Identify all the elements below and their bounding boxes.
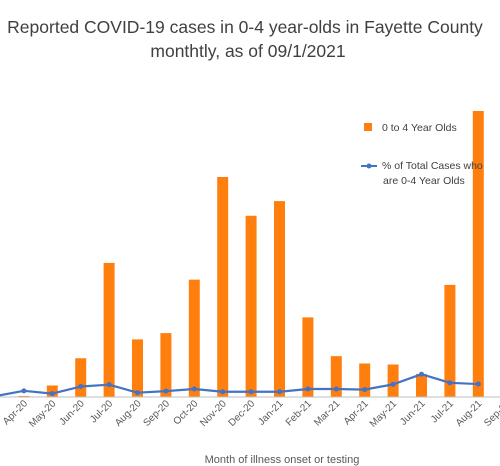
percent-point-Oct-20 (191, 386, 197, 392)
percent-point-May-20 (49, 391, 55, 397)
x-tick-Jun-21: Jun-21 (398, 398, 428, 428)
bar-Jun-20 (75, 358, 87, 397)
percent-point-Aug-21 (475, 381, 481, 387)
percent-point-Apr-21 (362, 387, 368, 393)
x-tick-Dec-20: Dec-20 (227, 398, 258, 429)
percent-point-Jul-21 (447, 380, 453, 386)
bar-Jun-21 (416, 373, 427, 397)
x-tick-Aug-20: Aug-20 (113, 398, 144, 429)
x-tick-Aug-21: Aug-21 (454, 398, 485, 429)
chart-title-line-2: monthtly, as of 09/1/2021 (150, 41, 345, 61)
percent-point-Feb-21 (305, 386, 311, 392)
bar-Oct-20 (188, 279, 200, 397)
bar-Nov-20 (217, 177, 229, 397)
legend-bar-swatch (364, 123, 372, 131)
percent-point-Mar-21 (333, 386, 339, 392)
x-tick-Nov-20: Nov-20 (198, 398, 229, 429)
percent-point-Dec-20 (248, 389, 254, 395)
bar-Feb-21 (302, 317, 314, 397)
bar-May-21 (387, 364, 399, 397)
percent-line (0, 373, 479, 397)
legend-bar-label: 0 to 4 Year Olds (382, 122, 457, 134)
x-tick-May-21: May-21 (368, 398, 400, 430)
bar-Mar-21 (330, 356, 342, 397)
x-tick-May-20: May-20 (27, 398, 59, 430)
line-series-group (0, 371, 481, 397)
chart-title-line-1: Reported COVID-19 cases in 0-4 year-olds… (7, 17, 483, 37)
bar-Apr-21 (359, 363, 371, 397)
percent-point-Jun-21 (419, 371, 424, 377)
bar-Dec-20 (245, 215, 257, 397)
bar-Apr-20 (18, 395, 30, 397)
x-tick-Jan-21: Jan-21 (256, 398, 286, 428)
x-tick-Mar-21: Mar-21 (312, 398, 342, 428)
x-tick-Feb-21: Feb-21 (284, 398, 314, 428)
legend: 0 to 4 Year Olds % of Total Cases who ar… (361, 122, 483, 187)
percent-point-Jul-20 (106, 382, 112, 388)
percent-point-May-21 (390, 381, 396, 387)
x-tick-Jul-21: Jul-21 (429, 398, 456, 425)
percent-point-Nov-20 (220, 389, 226, 395)
percent-point-Apr-20 (21, 388, 27, 394)
percent-point-Jan-21 (277, 389, 282, 395)
bar-Jan-21 (274, 201, 285, 397)
bar-Jul-21 (444, 284, 456, 397)
bar-Aug-21 (472, 111, 484, 397)
bar-Aug-20 (132, 339, 143, 397)
x-tick-Sep-21: Sep-21 (482, 398, 500, 429)
bar-series-group (18, 111, 484, 397)
x-tick-Apr-21: Apr-21 (342, 398, 371, 427)
percent-point-Aug-20 (135, 390, 140, 396)
bar-Jul-20 (103, 262, 115, 397)
x-tick-Jul-20: Jul-20 (88, 398, 115, 425)
x-axis-title: Month of illness onset or testing (205, 454, 360, 466)
x-tick-Sep-20: Sep-20 (141, 398, 172, 429)
x-tick-labels: Mar-20Apr-20May-20Jun-20Jul-20Aug-20Sep-… (0, 398, 500, 430)
x-tick-Jun-20: Jun-20 (57, 398, 87, 428)
percent-point-Jun-20 (78, 384, 84, 390)
legend-line-label-line-1: % of Total Cases who (382, 160, 483, 172)
bar-Sep-20 (160, 333, 172, 397)
percent-point-Sep-20 (163, 388, 169, 394)
x-tick-Oct-20: Oct-20 (171, 398, 200, 427)
x-tick-Mar-20: Mar-20 (0, 398, 2, 428)
legend-line-label-line-2: are 0-4 Year Olds (383, 175, 465, 187)
x-tick-Apr-20: Apr-20 (1, 398, 30, 427)
legend-line-marker (366, 163, 372, 169)
